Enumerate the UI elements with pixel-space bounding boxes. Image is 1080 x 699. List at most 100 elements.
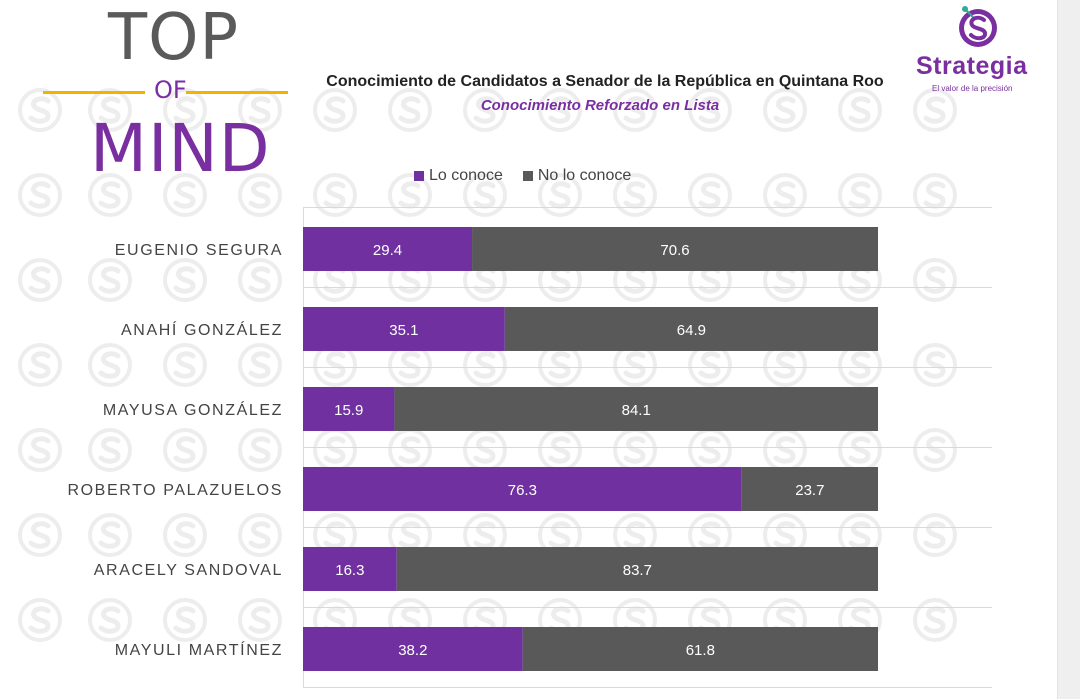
watermark-icon (838, 173, 882, 217)
watermark-icon (18, 258, 62, 302)
bar-segment-no-lo-conoce (396, 547, 878, 591)
chart-title: Conocimiento de Candidatos a Senador de … (326, 73, 884, 90)
logo-rule-left (43, 91, 145, 94)
watermark-icon (88, 513, 132, 557)
category-label: ROBERTO PALAZUELOS (67, 482, 283, 499)
watermark-icon (313, 88, 357, 132)
data-label: 84.1 (622, 402, 651, 419)
logo-top-text: TOP (108, 1, 240, 75)
category-label: ARACELY SANDOVAL (94, 562, 283, 579)
watermark-icon (163, 173, 207, 217)
watermark-icon (463, 173, 507, 217)
bar-segment-lo-conoce (303, 627, 523, 671)
watermark-icon (88, 258, 132, 302)
bar-segment-no-lo-conoce (472, 227, 878, 271)
logo-rule-right (186, 91, 288, 94)
strategia-logo: Strategia El valor de la precisión (908, 2, 1048, 102)
watermark-icon (88, 343, 132, 387)
top-of-mind-logo: TOP OF MIND (40, 6, 300, 186)
bar-segment-lo-conoce (303, 547, 397, 591)
watermark-icon (313, 173, 357, 217)
category-label: EUGENIO SEGURA (115, 242, 283, 259)
chart-legend: Lo conoce No lo conoce (414, 167, 631, 185)
watermark-icon (913, 88, 957, 132)
watermark-icon (88, 428, 132, 472)
watermark-icon (463, 88, 507, 132)
watermark-icon (238, 598, 282, 642)
category-label: MAYUSA GONZÁLEZ (103, 400, 283, 419)
watermark-icon (88, 173, 132, 217)
watermark-icon (18, 513, 62, 557)
bar-segment-lo-conoce (303, 387, 395, 431)
legend-label-lo-conoce: Lo conoce (429, 167, 503, 184)
brand-tagline: El valor de la precisión (932, 84, 1013, 93)
data-label: 16.3 (335, 562, 364, 579)
category-label: ANAHÍ GONZÁLEZ (121, 320, 283, 339)
brand-name: Strategia (916, 52, 1028, 80)
watermark-icon (913, 513, 957, 557)
watermark-icon (538, 88, 582, 132)
watermark-icon (238, 428, 282, 472)
bar-segment-no-lo-conoce (394, 387, 878, 431)
legend-swatch-no-lo-conoce (522, 171, 533, 181)
data-label: 61.8 (686, 642, 715, 659)
bar-segment-no-lo-conoce (522, 627, 878, 671)
data-label: 38.2 (398, 642, 427, 659)
bar-segment-lo-conoce (303, 467, 742, 511)
watermark-icon (238, 88, 282, 132)
watermark-icon (763, 88, 807, 132)
strategia-mark-icon (959, 6, 997, 47)
watermark-icon (388, 88, 432, 132)
watermark-icon (18, 428, 62, 472)
watermark-icon (763, 173, 807, 217)
category-label: MAYULI MARTÍNEZ (115, 640, 283, 659)
legend-label-no-lo-conoce: No lo conoce (537, 167, 632, 184)
data-label: 35.1 (389, 322, 418, 339)
watermark-icon (538, 173, 582, 217)
watermark-icon (18, 173, 62, 217)
data-label: 23.7 (795, 482, 824, 499)
frame-edge (1057, 0, 1080, 699)
watermark-icon (913, 598, 957, 642)
watermark-icon (163, 513, 207, 557)
watermark-icon (688, 173, 732, 217)
watermark-icon (163, 343, 207, 387)
data-label: 29.4 (373, 242, 402, 259)
watermark-icon (913, 428, 957, 472)
watermark-icon (88, 88, 132, 132)
watermark-icon (163, 88, 207, 132)
bar-segment-lo-conoce (303, 227, 473, 271)
watermark-icon (18, 598, 62, 642)
watermark-icon (613, 173, 657, 217)
bar-segment-no-lo-conoce (504, 307, 878, 351)
watermark-icon (163, 598, 207, 642)
bar-segment-lo-conoce (303, 307, 505, 351)
watermark-icon (238, 173, 282, 217)
watermark-icon (913, 258, 957, 302)
data-label: 76.3 (508, 482, 537, 499)
data-label: 64.9 (677, 322, 706, 339)
chart-subtitle: Conocimiento Reforzado en Lista (480, 97, 720, 114)
watermark-icon (913, 343, 957, 387)
watermark-icon (163, 258, 207, 302)
watermark-icon (238, 343, 282, 387)
watermark-icon (18, 88, 62, 132)
watermark-icon (238, 258, 282, 302)
watermark-icon (838, 88, 882, 132)
legend-item-no-lo-conoce: No lo conoce (522, 167, 632, 185)
watermark-icon (613, 88, 657, 132)
watermark-icon (88, 598, 132, 642)
legend-swatch-lo-conoce (414, 171, 424, 181)
watermark-icon (238, 513, 282, 557)
data-label: 15.9 (334, 402, 363, 419)
watermark-icon (18, 343, 62, 387)
watermark-icon (163, 428, 207, 472)
legend-item-lo-conoce: Lo conoce (414, 167, 503, 185)
watermark-icon (388, 173, 432, 217)
logo-mind-text: MIND (90, 110, 271, 187)
bar-segment-no-lo-conoce (741, 467, 878, 511)
data-label: 83.7 (623, 562, 652, 579)
watermark-icon (913, 173, 957, 217)
data-label: 70.6 (660, 242, 689, 259)
